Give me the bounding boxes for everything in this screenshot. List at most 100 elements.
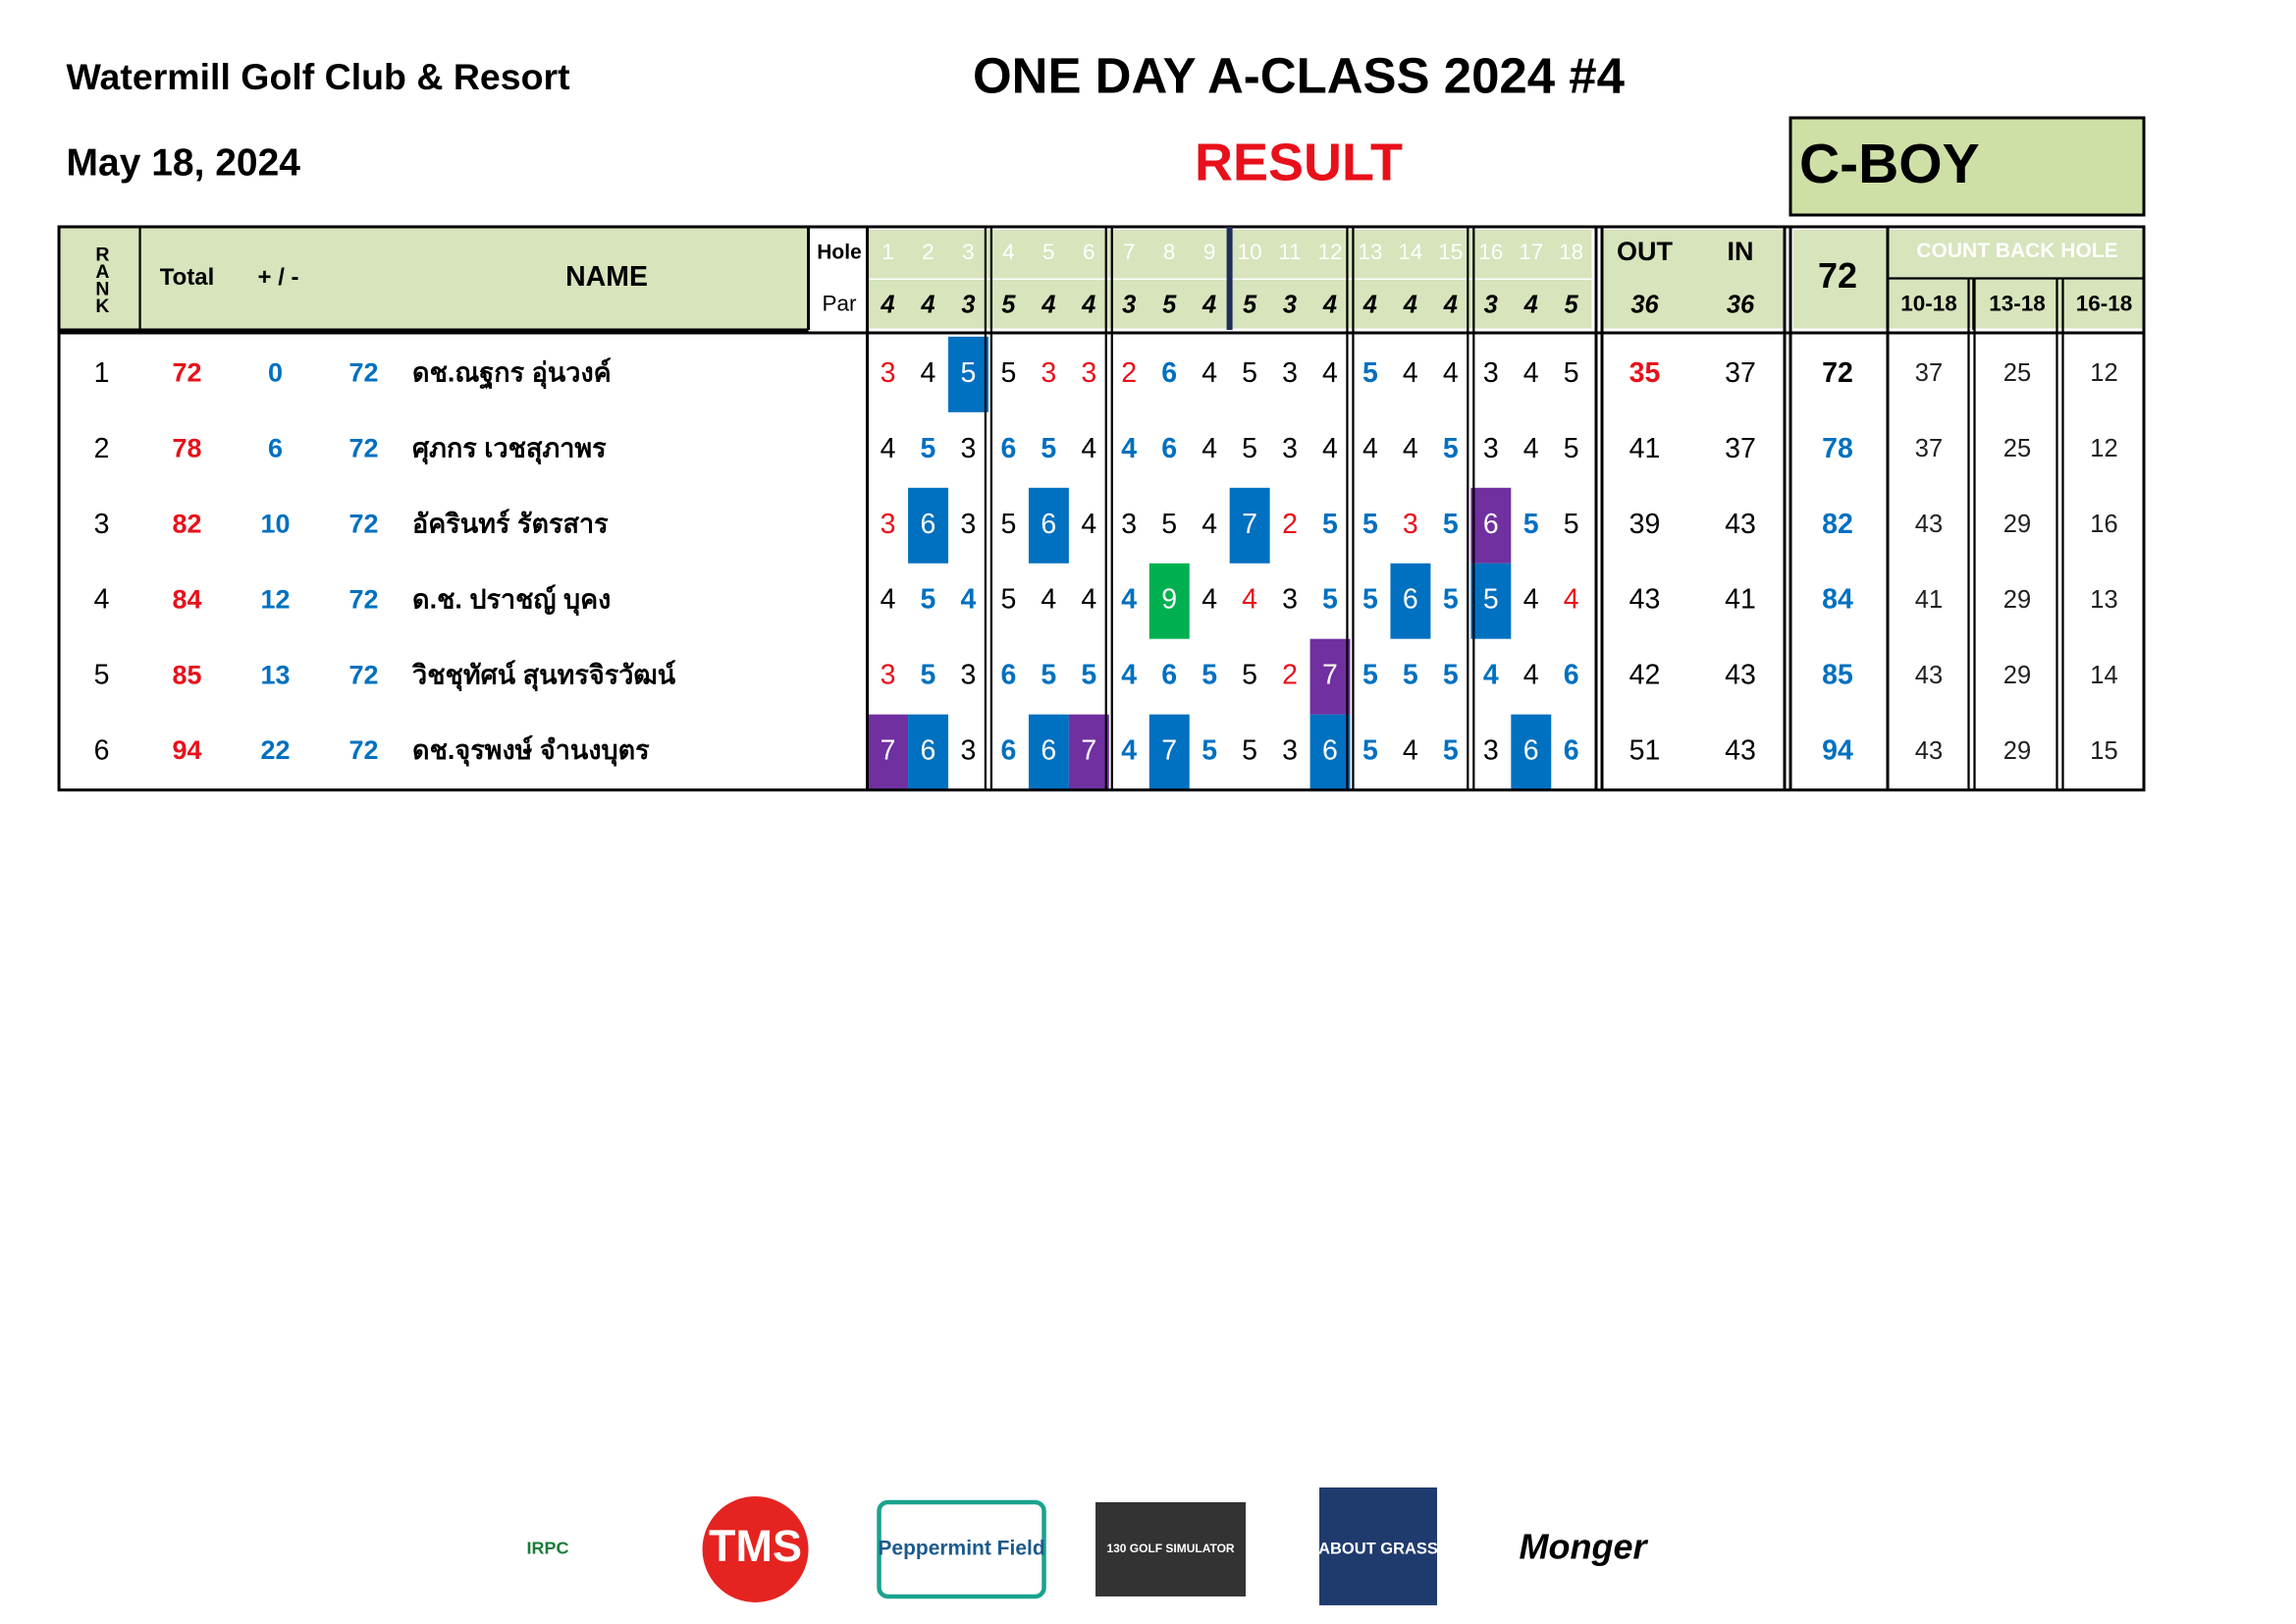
hole-score: 4 xyxy=(1041,584,1056,616)
hole-score: 3 xyxy=(881,357,896,389)
score-highlight xyxy=(868,714,909,790)
hole-score: 6 xyxy=(1322,735,1338,767)
hole-number: 10 xyxy=(1238,240,1262,264)
countback-score: 43 xyxy=(1915,511,1943,538)
sponsor-name: Monger xyxy=(1520,1526,1649,1566)
in-header: IN xyxy=(1728,237,1754,266)
hole-score: 4 xyxy=(1322,433,1338,464)
hole-par: 4 xyxy=(1443,292,1458,319)
sponsor-logo xyxy=(1319,1487,1438,1605)
score-highlight xyxy=(1148,714,1190,790)
hole-score: 4 xyxy=(881,433,896,464)
diff-header: + / - xyxy=(258,264,299,291)
hole-par: 4 xyxy=(1362,292,1377,319)
player-name: ศุภกร เวชสุภาพร xyxy=(412,433,607,464)
division: C-BOY xyxy=(1799,133,1980,195)
hole-score: 4 xyxy=(1242,584,1257,616)
hole-number: 7 xyxy=(1123,240,1136,264)
par: 72 xyxy=(349,660,379,689)
hole-par: 3 xyxy=(1484,292,1498,319)
hole-score: 6 xyxy=(1564,735,1579,767)
hole-score: 5 xyxy=(921,660,936,691)
hole-par: 4 xyxy=(1523,292,1538,319)
hole-score: 3 xyxy=(1282,735,1298,767)
score-highlight xyxy=(908,487,949,564)
division-box xyxy=(1789,116,2146,217)
player-name: ดช.ณฐกร อุ่นวงค์ xyxy=(412,356,612,390)
hole-number: 3 xyxy=(962,240,975,264)
countback-score: 37 xyxy=(1915,435,1943,462)
sponsor-name: ABOUT GRASS xyxy=(1318,1540,1438,1557)
countback-col-header: 13-18 xyxy=(1989,291,2046,315)
hole-par: 3 xyxy=(1122,292,1136,319)
par: 72 xyxy=(349,357,379,387)
out-score: 41 xyxy=(1629,433,1661,464)
hole-score: 5 xyxy=(1081,660,1096,691)
hole-par: 4 xyxy=(1403,292,1417,319)
out-score: 39 xyxy=(1629,509,1661,540)
table-border xyxy=(57,225,2146,792)
hole-score: 5 xyxy=(1443,433,1459,464)
score-highlight xyxy=(948,336,988,412)
in-score: 41 xyxy=(1725,584,1756,616)
diff: 0 xyxy=(268,357,283,387)
name-header: NAME xyxy=(565,261,648,293)
score-highlight xyxy=(1309,638,1351,715)
hole-score: 3 xyxy=(1483,357,1499,389)
in-score: 37 xyxy=(1725,357,1756,389)
hole-number: 15 xyxy=(1438,240,1463,264)
total: 94 xyxy=(173,735,202,765)
par: 72 xyxy=(349,584,379,614)
out-score: 51 xyxy=(1629,735,1661,767)
hole-score: 4 xyxy=(1201,584,1217,616)
hole-score: 2 xyxy=(1121,357,1137,389)
countback-score: 37 xyxy=(1915,359,1943,387)
total-header: Total xyxy=(160,264,215,291)
hole-score: 3 xyxy=(1282,584,1298,616)
sponsor-logo xyxy=(1095,1501,1247,1597)
par: 72 xyxy=(349,509,379,538)
hole-par: 4 xyxy=(920,292,934,319)
hole-score: 5 xyxy=(1322,509,1338,540)
hole-score: 6 xyxy=(1041,735,1056,767)
hole-score: 5 xyxy=(1242,433,1257,464)
out-score: 42 xyxy=(1629,660,1661,691)
countback-score: 15 xyxy=(2090,737,2117,765)
event-title: ONE DAY A-CLASS 2024 #4 xyxy=(973,47,1626,103)
rank: 6 xyxy=(94,735,110,767)
hole-score: 5 xyxy=(1362,509,1378,540)
hole-score: 5 xyxy=(1242,660,1257,691)
hole-score: 5 xyxy=(1443,584,1459,616)
hole-score: 5 xyxy=(1201,660,1217,691)
hole-score: 3 xyxy=(1483,735,1499,767)
out-header: OUT xyxy=(1617,237,1673,266)
hole-score: 3 xyxy=(1282,357,1298,389)
hole-score: 4 xyxy=(1081,509,1096,540)
hole-score: 4 xyxy=(1523,584,1539,616)
diff: 6 xyxy=(268,433,283,462)
hole-score: 5 xyxy=(1523,509,1539,540)
hole-score: 5 xyxy=(1564,357,1579,389)
total: 85 xyxy=(173,660,202,689)
hole-score: 3 xyxy=(961,433,977,464)
club-name: Watermill Golf Club & Resort xyxy=(67,56,571,97)
header-bg xyxy=(59,226,809,330)
hole-score: 7 xyxy=(1322,660,1338,691)
hole-score: 4 xyxy=(1201,509,1217,540)
hole-score: 5 xyxy=(1161,509,1177,540)
score-highlight xyxy=(1068,714,1109,790)
hole-score: 5 xyxy=(1362,584,1378,616)
player-name: วิชชุทัศน์ สุนทรจิรวัฒน์ xyxy=(411,659,676,691)
out-score: 35 xyxy=(1629,357,1661,389)
score-highlight xyxy=(1028,487,1069,564)
par: 72 xyxy=(349,735,379,765)
hole-score: 3 xyxy=(1483,433,1499,464)
hole-score: 4 xyxy=(1523,433,1539,464)
hole-score: 6 xyxy=(1161,660,1177,691)
hole-score: 2 xyxy=(1282,509,1298,540)
score-highlight xyxy=(1148,563,1190,639)
countback-col-header: 16-18 xyxy=(2076,291,2133,315)
hole-score: 5 xyxy=(1242,357,1257,389)
hole-number: 5 xyxy=(1042,240,1055,264)
